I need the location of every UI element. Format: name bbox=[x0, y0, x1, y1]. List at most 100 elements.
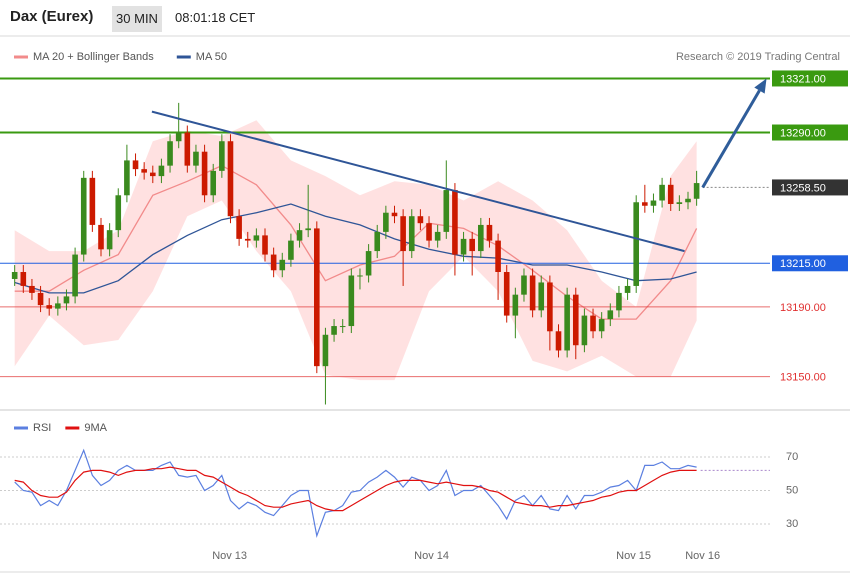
candle-body bbox=[555, 331, 562, 351]
candle-body bbox=[357, 275, 363, 277]
candle-body bbox=[633, 202, 639, 286]
candle-body bbox=[685, 198, 691, 203]
x-tick-label: Nov 13 bbox=[212, 550, 247, 562]
candle-body bbox=[115, 195, 122, 231]
candle-body bbox=[262, 235, 268, 255]
candle-body bbox=[616, 292, 622, 311]
candle-body bbox=[676, 202, 683, 204]
candle-body bbox=[642, 202, 648, 206]
candle-body bbox=[348, 275, 355, 327]
candle-body bbox=[693, 183, 700, 199]
y-tick-label: 13258.50 bbox=[780, 182, 826, 194]
interval[interactable]: 30 MIN bbox=[112, 6, 162, 32]
legend-label: MA 20 + Bollinger Bands bbox=[33, 51, 154, 63]
candle-body bbox=[72, 254, 78, 297]
x-tick-label: Nov 16 bbox=[685, 550, 720, 562]
moving-average bbox=[14, 164, 698, 320]
candle-body bbox=[650, 200, 657, 206]
candle-body bbox=[149, 172, 156, 177]
candle-body bbox=[37, 292, 44, 306]
candle-body bbox=[547, 282, 553, 332]
candle-body bbox=[244, 238, 251, 241]
forecast-arrow bbox=[701, 89, 761, 189]
candle-body bbox=[426, 223, 432, 241]
y-tick-label: 13190.00 bbox=[780, 302, 826, 314]
candle-body bbox=[175, 132, 182, 142]
time: 08:01:18 CET bbox=[175, 10, 256, 25]
credit: Research © 2019 Trading Central bbox=[676, 51, 840, 63]
level-label-box bbox=[772, 70, 848, 87]
candle-body bbox=[529, 275, 536, 311]
y-tick-label: 30 bbox=[786, 518, 798, 530]
candle-body bbox=[434, 231, 441, 241]
candle-body bbox=[495, 240, 501, 272]
candle-body bbox=[158, 165, 165, 177]
candle-body bbox=[624, 285, 631, 293]
candle-body bbox=[365, 251, 372, 276]
level-label-box bbox=[772, 179, 848, 196]
candle-body bbox=[486, 224, 493, 241]
bollinger-band bbox=[14, 120, 697, 381]
candle-body bbox=[210, 170, 217, 196]
candle-body bbox=[106, 230, 113, 250]
series-line bbox=[14, 448, 697, 538]
y-tick-label: 50 bbox=[786, 484, 798, 496]
candle-body bbox=[46, 305, 53, 309]
y-tick-label: 13215.00 bbox=[780, 258, 826, 270]
candle-body bbox=[564, 294, 570, 351]
candle-body bbox=[339, 326, 346, 328]
candle-body bbox=[478, 224, 484, 252]
candle-body bbox=[452, 190, 458, 255]
candle-body bbox=[184, 132, 191, 166]
x-tick-label: Nov 14 bbox=[414, 550, 449, 562]
candle-body bbox=[89, 177, 96, 225]
candle-body bbox=[314, 228, 320, 367]
y-tick-label: 13290.00 bbox=[780, 127, 826, 139]
candle-body bbox=[305, 228, 311, 231]
candle-body bbox=[201, 151, 208, 196]
candle-body bbox=[469, 238, 475, 252]
candle-body bbox=[581, 315, 588, 346]
candle-body bbox=[279, 259, 286, 271]
candle-body bbox=[124, 160, 130, 196]
candle-body bbox=[296, 230, 303, 241]
candle-body bbox=[98, 224, 104, 250]
candle-body bbox=[607, 310, 614, 320]
candle-body bbox=[374, 231, 381, 252]
candle-body bbox=[29, 285, 35, 293]
candle-body bbox=[331, 326, 337, 335]
candle-body bbox=[270, 254, 277, 271]
candle-body bbox=[383, 212, 389, 232]
title: Dax (Eurex) bbox=[10, 8, 94, 25]
series-line bbox=[14, 466, 697, 512]
candle-body bbox=[11, 272, 18, 279]
header: Dax (Eurex) 30 MIN 08:01:18 CET bbox=[0, 0, 850, 36]
candle-body bbox=[20, 272, 27, 286]
level-label-box bbox=[772, 255, 848, 272]
candle-body bbox=[80, 177, 87, 255]
legend-label: RSI bbox=[33, 422, 51, 434]
y-tick-label: 13321.00 bbox=[780, 73, 826, 85]
candle-body bbox=[590, 315, 596, 332]
candle-body bbox=[253, 235, 260, 241]
candle-body bbox=[443, 190, 450, 232]
moving-average bbox=[14, 203, 697, 294]
candle-body bbox=[400, 216, 406, 252]
candle-body bbox=[503, 272, 510, 316]
candle-body bbox=[572, 294, 579, 346]
candle-body bbox=[236, 216, 242, 239]
candle-body bbox=[55, 303, 61, 309]
candle-body bbox=[391, 212, 398, 217]
trend-line bbox=[151, 110, 685, 253]
candle-body bbox=[667, 184, 674, 204]
candle-body bbox=[63, 296, 70, 304]
arrow-head bbox=[754, 78, 767, 94]
legend-label: MA 50 bbox=[196, 51, 227, 63]
candle-body bbox=[538, 282, 545, 311]
candle-body bbox=[193, 151, 199, 166]
candle-body bbox=[227, 141, 234, 217]
x-tick-label: Nov 15 bbox=[616, 550, 651, 562]
candle-body bbox=[167, 141, 173, 166]
